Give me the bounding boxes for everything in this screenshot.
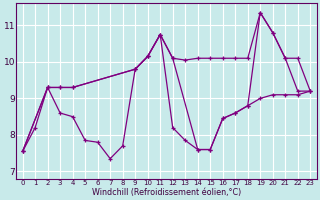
X-axis label: Windchill (Refroidissement éolien,°C): Windchill (Refroidissement éolien,°C) — [92, 188, 241, 197]
